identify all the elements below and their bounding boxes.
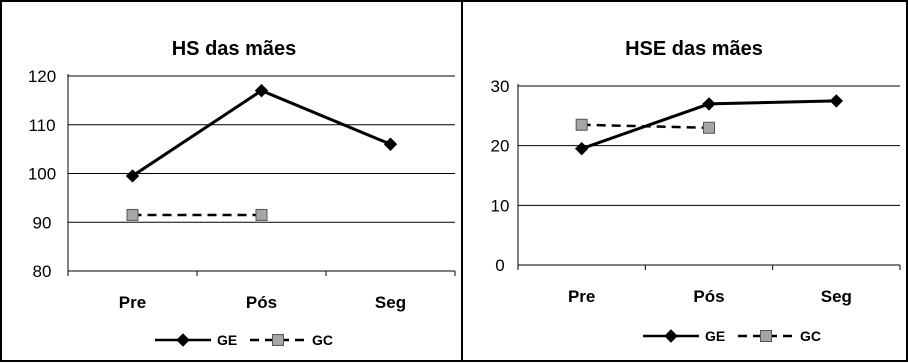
chart-0-category-label-0: Pre <box>119 293 146 312</box>
chart-1-ytick-label-0: 0 <box>495 256 504 275</box>
chart-right-plot: 0 10 20 30 Pre Pós Seg GE GC <box>491 77 901 344</box>
chart-1-legend-1-marker <box>760 330 772 342</box>
chart-1-series-1-point-1 <box>703 121 715 134</box>
chart-right-border <box>461 0 908 362</box>
chart-0-series-0-point-0 <box>125 169 140 183</box>
chart-0-ytick-label-2: 100 <box>28 165 56 184</box>
chart-0-ytick-label-1: 90 <box>33 213 52 232</box>
chart-right-title: HSE das mães <box>625 38 763 60</box>
chart-1-series-0-point-2 <box>829 94 844 108</box>
chart-1-legend-1-label: GC <box>800 328 821 344</box>
chart-1-legend-0-marker <box>664 329 678 343</box>
chart-1-category-label-2: Seg <box>821 287 852 306</box>
chart-1-series-1-line <box>581 123 710 130</box>
chart-1-series-1-point-0 <box>575 118 588 131</box>
chart-1-series-0-point-1 <box>702 97 716 111</box>
chart-1-ytick-label-1: 10 <box>491 196 510 215</box>
chart-0-legend-0-label: GE <box>217 332 237 348</box>
chart-0-series-1-point-0 <box>126 208 139 221</box>
chart-0-ytick-label-0: 80 <box>33 262 52 281</box>
chart-1-ytick-label-2: 20 <box>491 137 510 156</box>
chart-0-legend-1-label: GC <box>312 332 333 348</box>
chart-0-series-0-point-1 <box>254 83 269 98</box>
chart-1-series-0-point-0 <box>574 141 589 156</box>
chart-0-category-label-1: Pós <box>246 293 277 312</box>
chart-1-legend-0-label: GE <box>705 328 725 344</box>
chart-left-plot: 80 90 100 110 120 Pre Pós Seg GE GC <box>28 67 456 348</box>
chart-0-ytick-label-4: 120 <box>28 67 56 86</box>
chart-left-title: HS das mães <box>172 38 297 60</box>
chart-1-category-label-1: Pós <box>693 287 724 306</box>
chart-1-category-label-0: Pre <box>568 287 595 306</box>
chart-1-ytick-label-3: 30 <box>491 77 510 96</box>
chart-0-series-1-point-1 <box>255 208 268 221</box>
chart-0-category-label-2: Seg <box>375 293 406 312</box>
chart-0-series-0-point-2 <box>383 137 398 151</box>
chart-0-legend-0-marker <box>176 333 190 347</box>
chart-0-series-0-line <box>131 88 392 178</box>
chart-0-legend-1-marker <box>272 334 284 346</box>
chart-0-ytick-label-3: 110 <box>28 116 55 135</box>
